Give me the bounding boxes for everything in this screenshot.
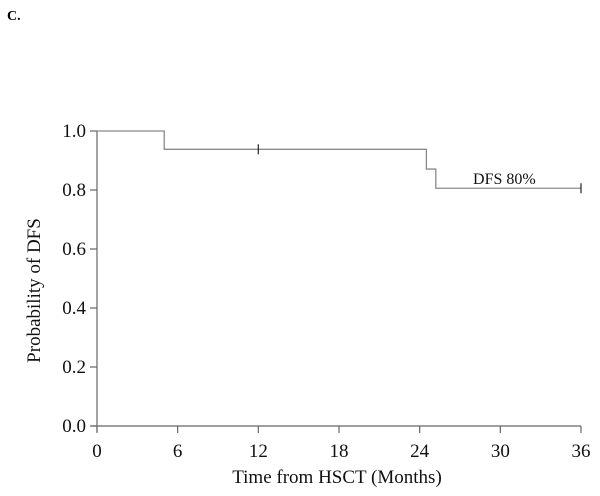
y-tick-label: 0.8 [62,180,86,201]
x-tick-label: 0 [92,441,102,462]
chart-labels: 0.0 0.2 0.4 0.6 0.8 1.0 0 6 12 18 24 30 36 Time from … [24,121,591,488]
y-axis-title: Probability of DFS [24,218,45,363]
x-tick-label: 30 [491,441,510,462]
y-tick-label: 0.6 [62,239,86,260]
chart-marks [97,130,582,194]
survival-step-line [97,130,581,189]
x-tick-label: 6 [173,441,183,462]
chart-axes [90,130,582,433]
y-tick-label: 0.0 [62,416,86,437]
dfs-annotation: DFS 80% [473,171,536,188]
panel-label: C. [7,9,21,24]
y-tick-label: 0.4 [62,298,86,319]
x-tick-label: 36 [572,441,591,462]
x-tick-label: 24 [410,441,430,462]
y-tick-label: 0.2 [62,357,86,378]
x-tick-label: 18 [330,441,349,462]
x-tick-label: 12 [249,441,268,462]
y-tick-label: 1.0 [62,121,86,142]
x-axis-title: Time from HSCT (Months) [232,467,442,488]
